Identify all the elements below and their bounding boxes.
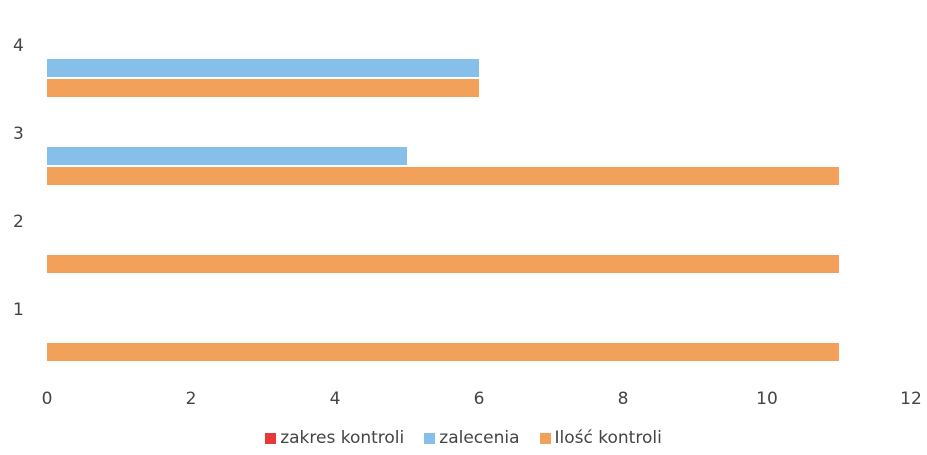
x-tick-label: 0 xyxy=(42,389,53,409)
y-tick-label: 4 xyxy=(13,36,24,56)
x-axis-ticks: 0 2 4 6 8 10 12 xyxy=(42,389,922,409)
legend-item: zakres kontroli xyxy=(265,428,404,448)
y-axis-ticks: 1 2 3 4 xyxy=(13,36,24,320)
legend-item: zalecenia xyxy=(424,428,520,448)
y-tick-label: 2 xyxy=(13,212,24,232)
x-tick-label: 8 xyxy=(618,389,629,409)
x-tick-label: 10 xyxy=(756,389,778,409)
legend-swatch xyxy=(539,432,551,444)
x-tick-label: 6 xyxy=(474,389,485,409)
legend-label: zakres kontroli xyxy=(280,428,405,448)
legend-item: Ilość kontroli xyxy=(539,428,662,448)
bar-ilość-kontroli-cat-2 xyxy=(47,255,839,273)
bar-ilość-kontroli-cat-1 xyxy=(47,343,839,361)
legend-label: zalecenia xyxy=(439,428,520,448)
y-tick-label: 1 xyxy=(13,300,24,320)
bar-zalecenia-cat-3 xyxy=(47,147,407,165)
legend-label: Ilość kontroli xyxy=(554,428,662,448)
bar-ilość-kontroli-cat-4 xyxy=(47,79,479,97)
y-tick-label: 3 xyxy=(13,124,24,144)
x-tick-label: 12 xyxy=(900,389,922,409)
bar-ilość-kontroli-cat-3 xyxy=(47,167,839,185)
bar-zalecenia-cat-4 xyxy=(47,59,479,77)
legend: zakres kontroli zalecenia Ilość kontroli xyxy=(0,428,927,448)
bars-group xyxy=(47,59,839,361)
legend-swatch xyxy=(265,432,277,444)
x-tick-label: 4 xyxy=(330,389,341,409)
x-tick-label: 2 xyxy=(186,389,197,409)
legend-swatch xyxy=(424,432,436,444)
